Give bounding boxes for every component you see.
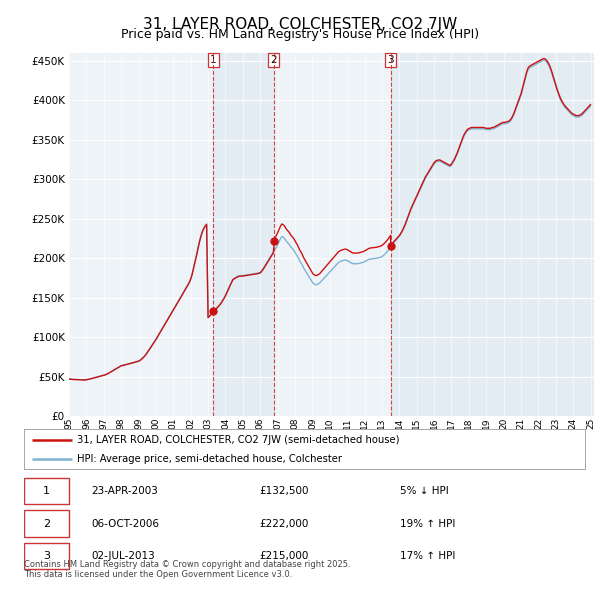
Text: 31, LAYER ROAD, COLCHESTER, CO2 7JW (semi-detached house): 31, LAYER ROAD, COLCHESTER, CO2 7JW (sem… <box>77 435 400 445</box>
Text: 3: 3 <box>387 55 394 65</box>
Text: Contains HM Land Registry data © Crown copyright and database right 2025.
This d: Contains HM Land Registry data © Crown c… <box>24 560 350 579</box>
Bar <box>391 53 594 416</box>
Text: 06-OCT-2006: 06-OCT-2006 <box>91 519 160 529</box>
Text: 3: 3 <box>43 551 50 561</box>
Text: 19% ↑ HPI: 19% ↑ HPI <box>400 519 455 529</box>
Text: 17% ↑ HPI: 17% ↑ HPI <box>400 551 455 561</box>
FancyBboxPatch shape <box>24 478 69 504</box>
Text: 1: 1 <box>210 55 217 65</box>
Bar <box>214 53 274 416</box>
Text: £215,000: £215,000 <box>260 551 309 561</box>
Text: 2: 2 <box>270 55 277 65</box>
Text: HPI: Average price, semi-detached house, Colchester: HPI: Average price, semi-detached house,… <box>77 454 342 464</box>
Text: 23-APR-2003: 23-APR-2003 <box>91 486 158 496</box>
Text: 2: 2 <box>43 519 50 529</box>
Text: 02-JUL-2013: 02-JUL-2013 <box>91 551 155 561</box>
Text: 1: 1 <box>43 486 50 496</box>
Text: 31, LAYER ROAD, COLCHESTER, CO2 7JW: 31, LAYER ROAD, COLCHESTER, CO2 7JW <box>143 17 457 31</box>
Text: Price paid vs. HM Land Registry's House Price Index (HPI): Price paid vs. HM Land Registry's House … <box>121 28 479 41</box>
Text: £222,000: £222,000 <box>260 519 309 529</box>
Text: 5% ↓ HPI: 5% ↓ HPI <box>400 486 449 496</box>
FancyBboxPatch shape <box>24 543 69 569</box>
Text: £132,500: £132,500 <box>260 486 309 496</box>
FancyBboxPatch shape <box>24 510 69 537</box>
